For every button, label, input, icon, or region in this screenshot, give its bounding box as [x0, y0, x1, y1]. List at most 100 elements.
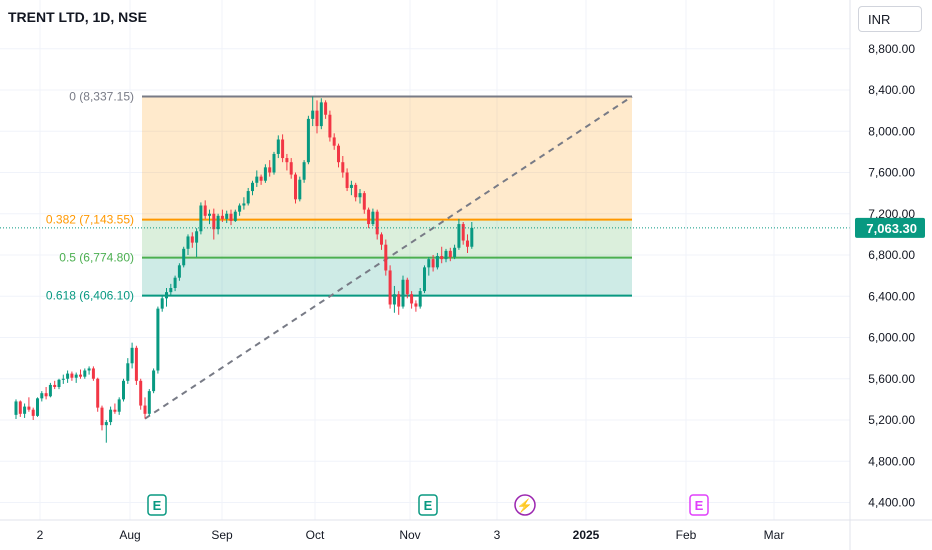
candle-body	[246, 191, 250, 204]
candle-body	[130, 347, 134, 364]
candle-body	[281, 139, 285, 159]
candle-body	[199, 205, 203, 232]
candle-body	[143, 405, 147, 414]
price-tick-label: 5,600.00	[868, 372, 915, 386]
event-marker-glyph: ⚡	[517, 498, 533, 514]
candle-body	[341, 162, 345, 173]
price-tick-label: 5,200.00	[868, 413, 915, 427]
candle-body	[435, 256, 439, 268]
candle-body	[388, 270, 392, 305]
time-tick-label: 2	[37, 528, 44, 542]
candle-body	[461, 224, 465, 241]
candle-body	[109, 409, 113, 423]
candle-body	[448, 250, 452, 258]
candle-body	[397, 294, 401, 307]
candle-body	[337, 145, 340, 163]
candle-body	[182, 248, 186, 266]
candle-body	[160, 298, 164, 309]
candle-body	[195, 231, 199, 243]
candle-body	[294, 174, 297, 200]
candle-body	[169, 288, 173, 293]
candle-body	[126, 363, 130, 381]
earnings-event-icon[interactable]	[418, 494, 438, 516]
price-tick-label: 4,800.00	[868, 454, 915, 468]
candle-body	[18, 401, 22, 414]
candle-body	[31, 409, 35, 416]
candle-body	[173, 277, 177, 288]
candle-body	[147, 391, 151, 414]
candle-body	[57, 379, 61, 387]
candle-body	[139, 380, 143, 406]
candle-body	[44, 393, 48, 397]
currency-selector[interactable]: INR	[858, 6, 922, 32]
time-tick-label: 3	[494, 528, 501, 542]
candle-body	[134, 347, 138, 381]
candle-body	[203, 205, 207, 216]
earnings-event-icon[interactable]	[147, 494, 167, 516]
fib-level-label: 0.382 (7,143.55)	[46, 213, 134, 227]
candle-body	[384, 244, 388, 271]
candle-body	[276, 139, 280, 154]
candle-body	[251, 182, 254, 192]
candle-body	[427, 259, 431, 268]
candle-body	[91, 368, 95, 379]
candle-body	[66, 373, 70, 379]
candle-body	[423, 267, 426, 292]
time-tick-label: Aug	[119, 528, 140, 542]
price-tick-label: 6,000.00	[868, 331, 915, 345]
candle-body	[457, 224, 461, 248]
candle-body	[263, 167, 267, 181]
candle-body	[306, 118, 310, 163]
candle-body	[324, 102, 328, 115]
candle-body	[418, 291, 422, 307]
candle-body	[225, 213, 229, 219]
candle-body	[358, 193, 362, 198]
candle-body	[302, 162, 306, 180]
candle-body	[268, 167, 272, 173]
price-tick-label: 6,800.00	[868, 248, 915, 262]
candle-body	[315, 110, 319, 127]
candle-body	[212, 213, 216, 230]
candle-body	[83, 370, 87, 377]
candle-body	[285, 158, 289, 163]
candle-body	[367, 209, 371, 225]
candle-body	[371, 211, 375, 225]
time-tick-label: Oct	[306, 528, 325, 542]
candle-body	[289, 162, 293, 175]
candle-body	[96, 378, 100, 408]
candle-body	[208, 213, 211, 216]
price-tick-label: 7,200.00	[868, 207, 915, 221]
fib-level-label: 0.618 (6,406.10)	[46, 289, 134, 303]
fib-level-label: 0 (8,337.15)	[69, 89, 134, 103]
time-tick-label: Mar	[764, 528, 785, 542]
price-tick-label: 4,400.00	[868, 496, 915, 510]
candle-body	[40, 393, 44, 399]
candle-body	[152, 370, 156, 392]
candle-body	[255, 176, 259, 183]
dividend-event-icon[interactable]	[514, 494, 536, 516]
price-tick-label: 6,400.00	[868, 289, 915, 303]
candle-body	[392, 294, 396, 305]
candle-body	[319, 102, 323, 127]
symbol-title: TRENT LTD, 1D, NSE	[8, 9, 147, 25]
candle-body	[177, 265, 181, 278]
candle-body	[405, 279, 409, 295]
candle-body	[48, 384, 52, 397]
candle-body	[272, 153, 276, 173]
candle-body	[410, 294, 414, 304]
candle-body	[122, 380, 125, 400]
candle-body	[113, 409, 117, 412]
event-marker-glyph: E	[424, 498, 433, 513]
price-tick-label: 8,000.00	[868, 124, 915, 138]
price-tick-label: 7,600.00	[868, 166, 915, 180]
candle-body	[61, 378, 65, 380]
candle-body	[444, 250, 448, 260]
time-tick-label: Sep	[211, 528, 233, 542]
candle-body	[104, 422, 108, 426]
candle-body	[216, 215, 220, 230]
earnings-event-icon[interactable]	[689, 494, 709, 516]
time-tick-label: Feb	[676, 528, 697, 542]
price-axis	[850, 0, 932, 550]
fib-trend-line	[144, 95, 633, 420]
